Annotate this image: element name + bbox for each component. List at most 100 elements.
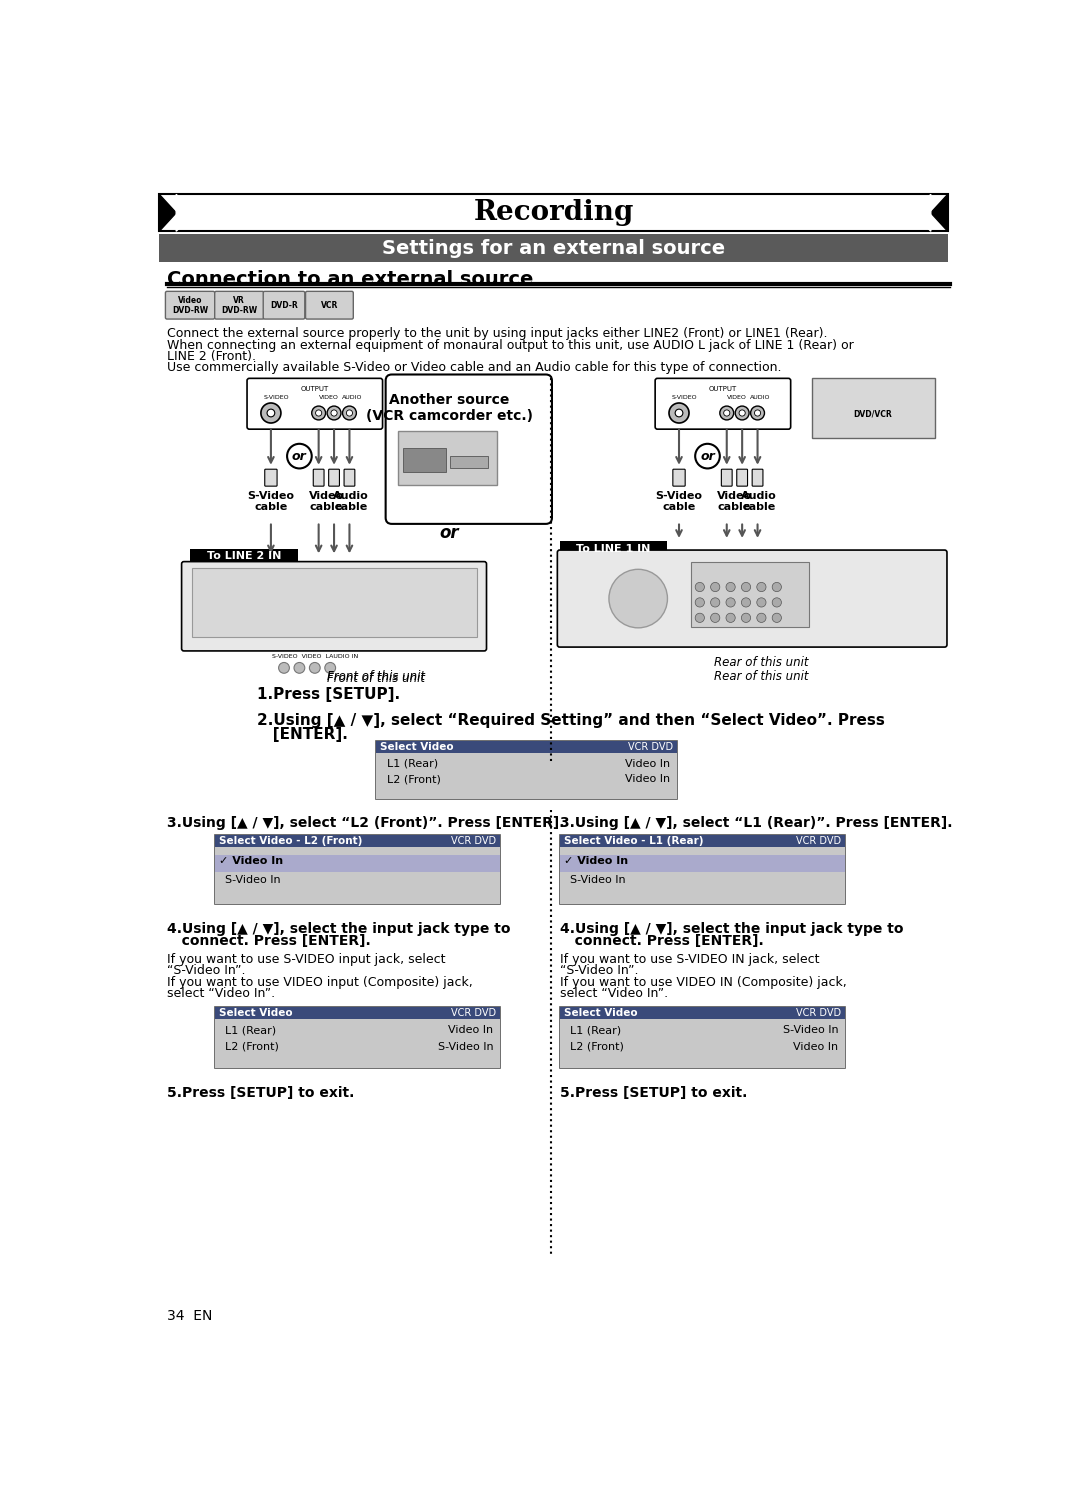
Circle shape [711,583,719,592]
Text: Audio
cable: Audio cable [333,491,369,513]
FancyBboxPatch shape [673,470,685,486]
Text: or: or [440,525,459,543]
Text: Video In: Video In [448,1026,494,1035]
Circle shape [751,406,765,420]
Text: L1 (Rear): L1 (Rear) [226,1026,276,1035]
Circle shape [720,406,733,420]
FancyBboxPatch shape [215,847,500,904]
Circle shape [711,598,719,607]
FancyBboxPatch shape [181,562,486,652]
Circle shape [279,662,289,674]
Circle shape [757,613,766,622]
Circle shape [330,410,337,416]
Text: If you want to use S-VIDEO input jack, select: If you want to use S-VIDEO input jack, s… [167,953,445,966]
FancyBboxPatch shape [306,291,353,319]
Text: 4.Using [▲ / ▼], select the input jack type to: 4.Using [▲ / ▼], select the input jack t… [559,921,903,936]
Circle shape [309,662,320,674]
Text: To LINE 1 IN: To LINE 1 IN [577,544,651,553]
Text: connect. Press [ENTER].: connect. Press [ENTER]. [559,935,764,948]
Text: Select Video: Select Video [564,1008,637,1018]
Circle shape [675,409,683,417]
Text: Connect the external source properly to the unit by using input jacks either LIN: Connect the external source properly to … [167,327,827,340]
Circle shape [347,410,352,416]
Text: or: or [292,450,307,462]
FancyBboxPatch shape [559,1018,845,1068]
Text: LINE 2 (Front).: LINE 2 (Front). [167,350,256,362]
Circle shape [315,410,322,416]
Text: OUTPUT: OUTPUT [708,386,737,392]
Circle shape [696,583,704,592]
Text: VCR DVD: VCR DVD [450,1008,496,1018]
Circle shape [772,613,782,622]
Circle shape [312,406,325,420]
Polygon shape [159,194,176,231]
Circle shape [724,410,730,416]
Text: 3.Using [▲ / ▼], select “L2 (Front)”. Press [ENTER].: 3.Using [▲ / ▼], select “L2 (Front)”. Pr… [167,817,565,830]
FancyBboxPatch shape [737,470,747,486]
FancyBboxPatch shape [559,1006,845,1018]
Text: Video
DVD-RW: Video DVD-RW [172,295,208,315]
Text: “S-Video In”.: “S-Video In”. [167,965,245,977]
Text: Use commercially available S-Video or Video cable and an Audio cable for this ty: Use commercially available S-Video or Vi… [167,361,782,374]
Text: L1 (Rear): L1 (Rear) [388,759,438,769]
FancyBboxPatch shape [386,374,552,523]
Circle shape [739,410,745,416]
FancyBboxPatch shape [559,854,845,872]
FancyBboxPatch shape [557,550,947,647]
FancyBboxPatch shape [159,194,948,231]
Text: Front of this unit: Front of this unit [327,672,426,684]
FancyBboxPatch shape [215,835,500,847]
Text: To LINE 2 IN: To LINE 2 IN [206,552,281,561]
Circle shape [287,444,312,468]
FancyBboxPatch shape [345,470,355,486]
Text: VIDEO: VIDEO [319,395,338,400]
Text: Video
cable: Video cable [309,491,343,513]
Circle shape [757,598,766,607]
FancyBboxPatch shape [559,835,845,904]
Text: or: or [700,450,715,462]
Text: select “Video In”.: select “Video In”. [167,987,275,1000]
Text: AUDIO: AUDIO [750,395,770,400]
Text: Video
cable: Video cable [717,491,752,513]
FancyBboxPatch shape [265,470,278,486]
FancyBboxPatch shape [397,431,497,485]
Circle shape [741,598,751,607]
Text: VCR DVD: VCR DVD [796,1008,840,1018]
FancyBboxPatch shape [190,549,298,564]
Text: “S-Video In”.: “S-Video In”. [559,965,638,977]
Text: [ENTER].: [ENTER]. [257,728,348,743]
FancyBboxPatch shape [313,470,324,486]
Text: L2 (Front): L2 (Front) [226,1042,280,1053]
Text: VCR DVD: VCR DVD [450,836,496,845]
Circle shape [757,583,766,592]
Text: VCR: VCR [321,301,338,310]
Text: 2.Using [▲ / ▼], select “Required Setting” and then “Select Video”. Press: 2.Using [▲ / ▼], select “Required Settin… [257,713,885,728]
Text: ✓ Video In: ✓ Video In [218,856,283,866]
Circle shape [327,406,341,420]
Text: S-Video In: S-Video In [783,1026,838,1035]
FancyBboxPatch shape [247,379,382,429]
Text: 34  EN: 34 EN [167,1309,213,1324]
Circle shape [772,598,782,607]
Text: S-Video
cable: S-Video cable [656,491,702,513]
Polygon shape [914,194,931,231]
Circle shape [294,662,305,674]
FancyBboxPatch shape [377,753,677,799]
FancyBboxPatch shape [690,562,809,628]
Text: Select Video - L1 (Rear): Select Video - L1 (Rear) [564,836,703,845]
Text: If you want to use S-VIDEO IN jack, select: If you want to use S-VIDEO IN jack, sele… [559,953,819,966]
FancyBboxPatch shape [403,447,446,473]
Text: S-VIDEO: S-VIDEO [672,395,697,400]
Text: ✓ Video In: ✓ Video In [564,856,627,866]
Text: L2 (Front): L2 (Front) [388,774,441,784]
FancyBboxPatch shape [328,470,339,486]
Text: L1 (Rear): L1 (Rear) [570,1026,622,1035]
FancyBboxPatch shape [215,1018,500,1068]
Polygon shape [931,194,948,231]
Text: 5.Press [SETUP] to exit.: 5.Press [SETUP] to exit. [167,1085,354,1100]
FancyBboxPatch shape [377,741,677,753]
Circle shape [325,662,336,674]
Circle shape [696,444,720,468]
Text: S-VIDEO: S-VIDEO [264,395,288,400]
Circle shape [696,613,704,622]
